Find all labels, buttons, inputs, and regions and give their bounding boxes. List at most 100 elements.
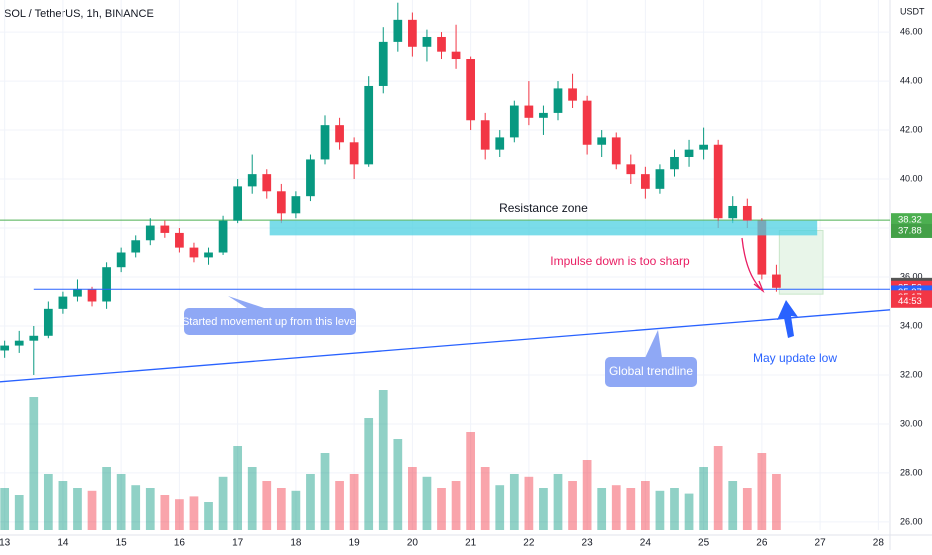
volume-bar xyxy=(626,488,636,530)
volume-bar xyxy=(233,446,243,530)
candle-body xyxy=(306,159,315,197)
candle-body xyxy=(509,105,519,138)
volume-bar xyxy=(568,481,577,530)
volume-bar xyxy=(247,467,257,530)
y-tick-label: 36.00 xyxy=(900,271,923,281)
candle-body xyxy=(102,267,111,302)
candle-body xyxy=(772,274,781,288)
price-tag xyxy=(891,213,932,228)
volume-bar xyxy=(364,418,374,530)
trend-box xyxy=(605,357,697,387)
volume-bar xyxy=(29,397,39,530)
candle-body xyxy=(189,247,199,258)
forecast-box xyxy=(778,229,824,295)
volume-bar xyxy=(466,432,475,530)
volume-bar xyxy=(728,481,738,530)
countdown-tag xyxy=(891,294,932,308)
y-tick-label: 32.00 xyxy=(900,369,923,379)
y-tick-label: 42.00 xyxy=(900,124,923,134)
volume-bar xyxy=(116,474,126,530)
candle-body xyxy=(742,205,752,221)
volume-bar xyxy=(597,488,607,530)
volume-bar xyxy=(43,474,53,530)
candle-body xyxy=(291,196,301,214)
volume-bar xyxy=(335,481,344,530)
volume-bar xyxy=(480,467,490,530)
candle-body xyxy=(582,100,592,145)
candle-body xyxy=(233,186,243,221)
started-box xyxy=(184,308,356,335)
volume-bar xyxy=(451,481,461,530)
price-tag-label: 37.88 xyxy=(898,225,922,236)
candle-body xyxy=(451,51,461,60)
volume-bar xyxy=(306,474,315,530)
volume-bar xyxy=(509,474,519,530)
volume-bar xyxy=(757,453,767,530)
volume-bar xyxy=(204,502,213,530)
x-tick-label: 20 xyxy=(407,538,419,549)
volume-bar xyxy=(524,476,534,530)
candle-body xyxy=(539,112,548,118)
candle-body xyxy=(713,144,723,219)
candle-body xyxy=(437,36,446,52)
candle-body xyxy=(58,296,68,309)
candle-body xyxy=(495,137,505,150)
y-tick-label: 40.00 xyxy=(900,173,923,183)
x-tick-label: 26 xyxy=(756,538,768,549)
volume-bar xyxy=(495,485,505,530)
candle-body xyxy=(276,191,286,214)
candle-body xyxy=(670,156,679,170)
volume-bar xyxy=(713,446,723,530)
volume-bar xyxy=(553,474,563,530)
volume-bar xyxy=(742,488,752,530)
volume-bar xyxy=(539,488,548,530)
candle-body xyxy=(626,164,636,175)
volume-bar xyxy=(218,476,228,530)
volume-bar xyxy=(58,481,68,530)
update-note: May update low xyxy=(753,351,837,365)
volume-bar xyxy=(378,390,388,530)
candle-body xyxy=(0,345,10,351)
volume-bar xyxy=(189,496,199,530)
candle-body xyxy=(611,137,621,165)
x-tick-label: 15 xyxy=(116,538,128,549)
x-tick-label: 25 xyxy=(698,538,710,549)
candle-body xyxy=(466,59,475,121)
volume-bar xyxy=(437,488,446,530)
volume-bar xyxy=(670,488,679,530)
candle-body xyxy=(204,252,213,258)
price-tag xyxy=(891,223,932,238)
trend-pointer xyxy=(645,330,662,358)
candle-body xyxy=(247,174,257,187)
candle-body xyxy=(684,149,694,157)
candle-body xyxy=(699,144,708,150)
impulse-note: Impulse down is too sharp xyxy=(550,254,690,268)
impulse-arrow xyxy=(741,237,765,293)
candle-body xyxy=(597,137,607,145)
candle-body xyxy=(568,88,577,101)
candle-body xyxy=(73,289,82,297)
y-tick-label: 44.00 xyxy=(900,75,923,85)
chart-title: SOL / TetherUS, 1h, BINANCE xyxy=(4,8,154,20)
volume-bar xyxy=(160,495,170,530)
x-tick-label: 23 xyxy=(582,538,594,549)
candle-body xyxy=(364,85,374,165)
x-tick-label: 14 xyxy=(57,538,69,549)
candle-body xyxy=(145,225,155,241)
y-tick-label: 30.00 xyxy=(900,418,923,428)
countdown-label: 44:53 xyxy=(898,296,922,307)
x-tick-label: 28 xyxy=(873,538,885,549)
volume-bar xyxy=(14,495,24,530)
candle-body xyxy=(408,19,417,47)
y-tick-label: 34.00 xyxy=(900,320,923,330)
x-tick-label: 27 xyxy=(815,538,827,549)
volume-bar xyxy=(320,453,330,530)
candle-body xyxy=(87,289,97,302)
volume-bar xyxy=(655,490,665,530)
started-note: Started movement up from this level xyxy=(182,316,358,328)
volume-bar xyxy=(408,467,417,530)
y-tick-label: 26.00 xyxy=(900,516,923,526)
volume-bar xyxy=(349,474,359,530)
candle-body xyxy=(757,220,767,275)
volume-bar xyxy=(145,488,155,530)
